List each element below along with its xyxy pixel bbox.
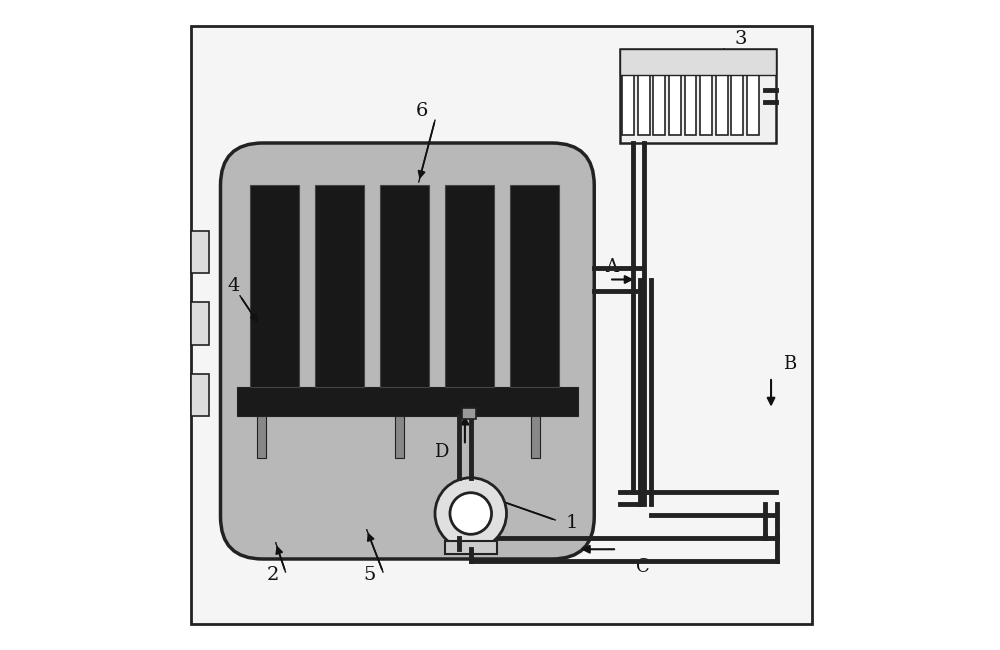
Bar — [638, 57, 650, 135]
Bar — [395, 416, 404, 458]
FancyBboxPatch shape — [220, 143, 594, 559]
Bar — [622, 57, 634, 135]
Bar — [380, 185, 428, 387]
Text: B: B — [783, 355, 796, 373]
Text: 3: 3 — [734, 30, 747, 48]
Text: C: C — [636, 558, 650, 576]
Bar — [531, 416, 540, 458]
Bar — [191, 231, 209, 273]
Text: 6: 6 — [416, 101, 428, 120]
Text: A: A — [605, 257, 618, 276]
Bar — [700, 57, 712, 135]
Bar — [257, 416, 266, 458]
Bar — [250, 185, 298, 387]
Circle shape — [450, 493, 492, 534]
Bar — [510, 185, 558, 387]
Bar — [462, 408, 476, 419]
Text: 5: 5 — [364, 566, 376, 584]
Bar — [191, 374, 209, 416]
Bar — [445, 541, 497, 554]
Bar — [237, 387, 578, 416]
Bar — [716, 57, 728, 135]
Bar — [669, 57, 681, 135]
Bar — [620, 49, 776, 143]
Bar — [731, 57, 743, 135]
Text: D: D — [434, 443, 449, 461]
Bar — [315, 185, 364, 387]
Bar — [445, 185, 494, 387]
Bar — [191, 302, 209, 344]
Bar — [747, 57, 759, 135]
Circle shape — [435, 478, 507, 549]
Text: 1: 1 — [565, 514, 578, 532]
Text: 2: 2 — [266, 566, 279, 584]
Bar — [685, 57, 696, 135]
Bar — [653, 57, 665, 135]
Text: 4: 4 — [227, 277, 240, 295]
Bar — [620, 49, 776, 75]
